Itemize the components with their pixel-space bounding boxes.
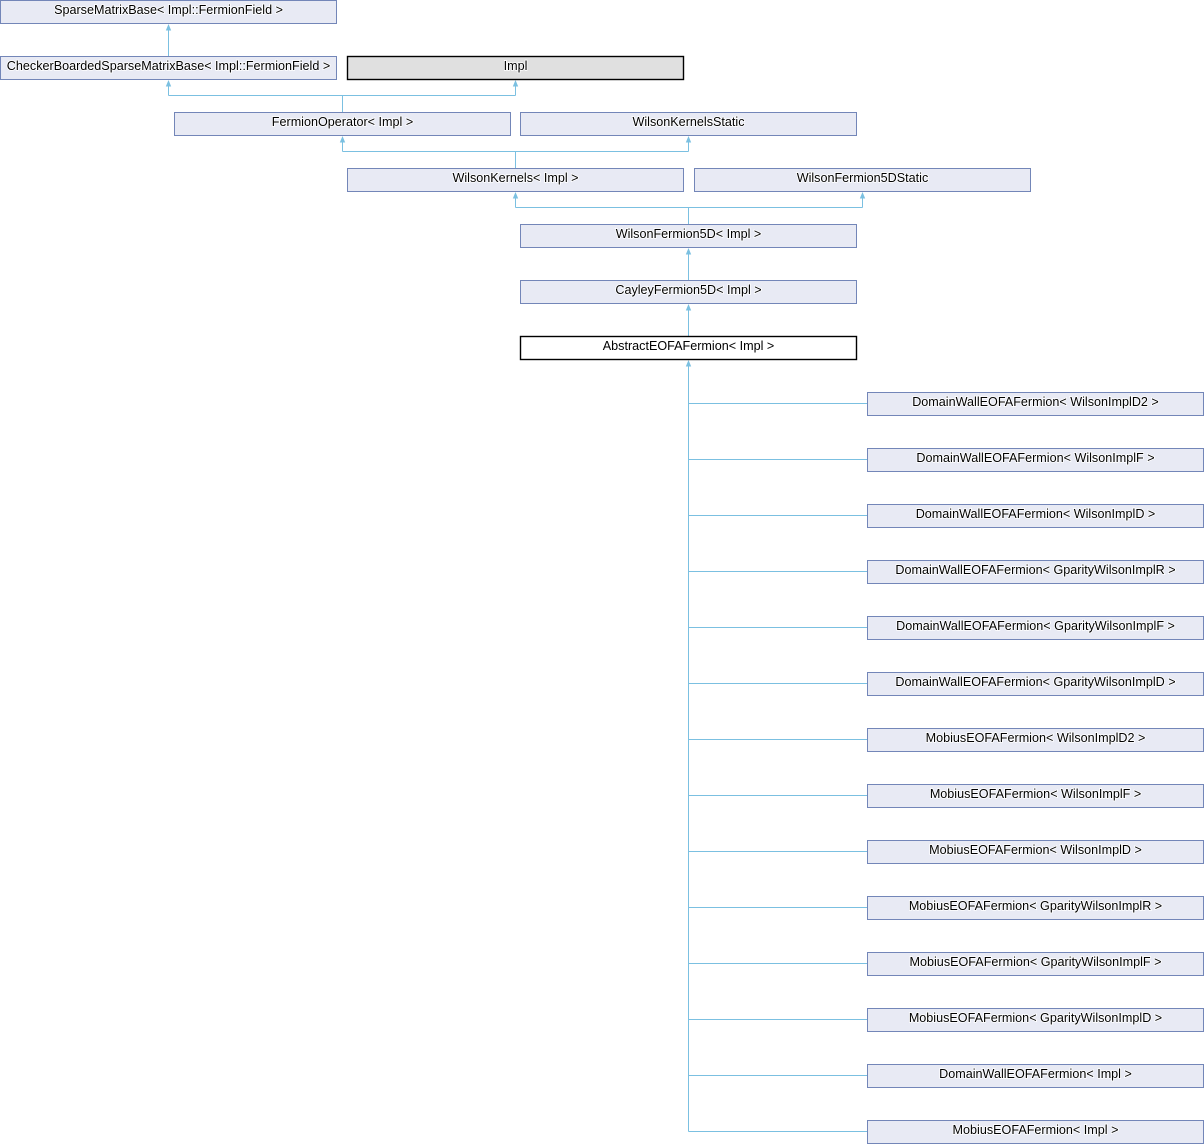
svg-text:WilsonKernelsStatic: WilsonKernelsStatic: [633, 115, 745, 129]
svg-text:MobiusEOFAFermion< GparityWils: MobiusEOFAFermion< GparityWilsonImplD >: [909, 1011, 1162, 1025]
svg-text:FermionOperator< Impl >: FermionOperator< Impl >: [272, 115, 413, 129]
svg-text:CayleyFermion5D< Impl >: CayleyFermion5D< Impl >: [615, 283, 761, 297]
svg-text:DomainWallEOFAFermion< WilsonI: DomainWallEOFAFermion< WilsonImplD2 >: [912, 395, 1159, 409]
svg-text:WilsonKernels< Impl >: WilsonKernels< Impl >: [453, 171, 579, 185]
svg-text:DomainWallEOFAFermion< Impl >: DomainWallEOFAFermion< Impl >: [939, 1067, 1132, 1081]
svg-text:WilsonFermion5DStatic: WilsonFermion5DStatic: [797, 171, 929, 185]
svg-text:Impl: Impl: [504, 59, 528, 73]
svg-text:DomainWallEOFAFermion< Gparity: DomainWallEOFAFermion< GparityWilsonImpl…: [895, 675, 1175, 689]
svg-text:DomainWallEOFAFermion< Gparity: DomainWallEOFAFermion< GparityWilsonImpl…: [895, 563, 1175, 577]
svg-text:AbstractEOFAFermion< Impl >: AbstractEOFAFermion< Impl >: [603, 339, 774, 353]
svg-text:CheckerBoardedSparseMatrixBase: CheckerBoardedSparseMatrixBase< Impl::Fe…: [7, 59, 330, 73]
svg-text:MobiusEOFAFermion< WilsonImplD: MobiusEOFAFermion< WilsonImplD2 >: [926, 731, 1146, 745]
svg-text:MobiusEOFAFermion< WilsonImplD: MobiusEOFAFermion< WilsonImplD >: [929, 843, 1142, 857]
svg-text:SparseMatrixBase< Impl::Fermio: SparseMatrixBase< Impl::FermionField >: [54, 3, 283, 17]
svg-text:DomainWallEOFAFermion< Gparity: DomainWallEOFAFermion< GparityWilsonImpl…: [896, 619, 1175, 633]
svg-text:DomainWallEOFAFermion< WilsonI: DomainWallEOFAFermion< WilsonImplF >: [916, 451, 1154, 465]
svg-text:MobiusEOFAFermion< WilsonImplF: MobiusEOFAFermion< WilsonImplF >: [930, 787, 1141, 801]
svg-text:MobiusEOFAFermion< Impl >: MobiusEOFAFermion< Impl >: [953, 1123, 1119, 1137]
svg-text:DomainWallEOFAFermion< WilsonI: DomainWallEOFAFermion< WilsonImplD >: [916, 507, 1156, 521]
svg-text:WilsonFermion5D< Impl >: WilsonFermion5D< Impl >: [616, 227, 762, 241]
svg-text:MobiusEOFAFermion< GparityWils: MobiusEOFAFermion< GparityWilsonImplR >: [909, 899, 1162, 913]
svg-text:MobiusEOFAFermion< GparityWils: MobiusEOFAFermion< GparityWilsonImplF >: [910, 955, 1162, 969]
